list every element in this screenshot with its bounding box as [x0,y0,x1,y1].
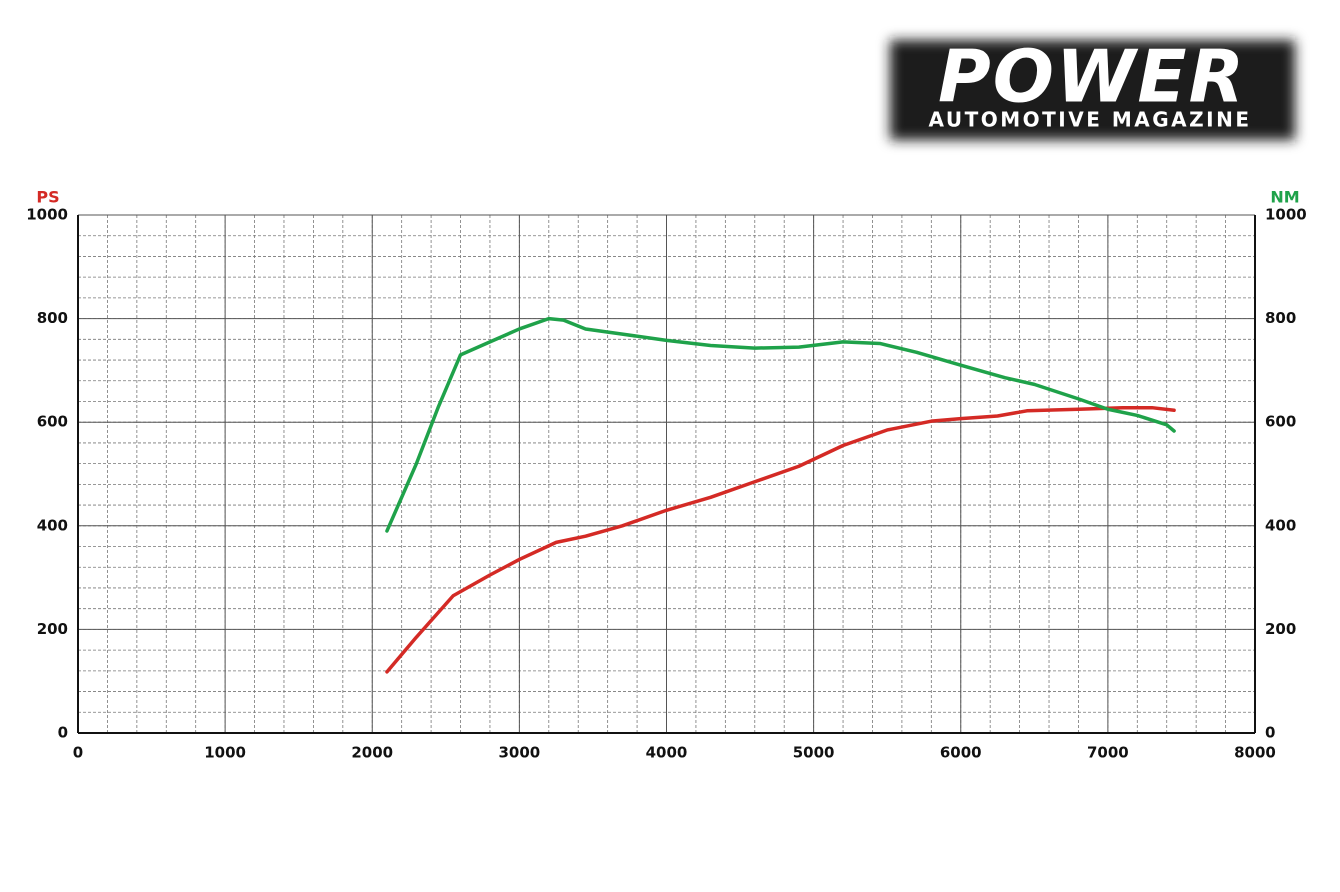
y-tick-label: 400 [37,516,68,534]
x-tick-label: 3000 [499,744,541,762]
line [385,316,1176,533]
logo-background [890,40,1295,140]
y-tick-label: 0 [58,724,68,742]
y2-tick-label: 400 [1265,516,1296,534]
y-tick-label: 1000 [26,206,68,224]
x-tick-label: 6000 [940,744,982,762]
y-tick-label: 600 [37,413,68,431]
y2-tick-label: 800 [1265,309,1296,327]
x-tick-label: 5000 [793,744,835,762]
x-tick-label: 4000 [646,744,688,762]
logo-subtitle: AUTOMOTIVE MAGAZINE [929,108,1252,132]
y2-tick-label: 600 [1265,413,1296,431]
x-tick-label: 7000 [1087,744,1129,762]
y2-tick-label: 0 [1265,724,1275,742]
x-tick-label: 1000 [204,744,246,762]
logo-title: POWER [938,35,1246,119]
x-tick-label: 2000 [351,744,393,762]
logo: POWER AUTOMOTIVE MAGAZINE [890,35,1295,140]
axis-label: NM [1270,188,1299,207]
x-tick-label: 8000 [1234,744,1276,762]
line [385,405,1176,674]
y2-tick-label: 1000 [1265,206,1307,224]
y-tick-label: 200 [37,620,68,638]
y-tick-label: 800 [37,309,68,327]
y2-tick-label: 200 [1265,620,1296,638]
x-tick-label: 0 [73,744,83,762]
axis-label: PS [36,188,59,207]
